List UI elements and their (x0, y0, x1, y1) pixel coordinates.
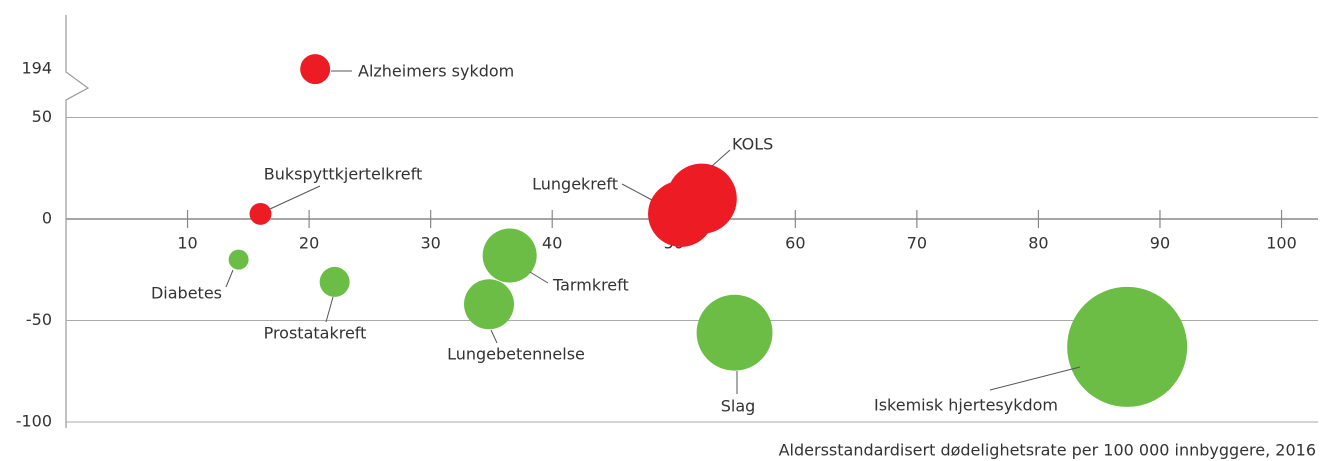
y-tick-label: 50 (32, 107, 52, 126)
bubble (300, 54, 331, 85)
bubble-label: Alzheimers sykdom (358, 62, 514, 81)
x-axis-label: Aldersstandardisert dødelighetsrate per … (779, 441, 1316, 460)
leader-line (269, 185, 321, 210)
bubble-label: Prostatakreft (264, 324, 367, 343)
leader-line (621, 183, 653, 201)
bubble (1067, 286, 1188, 407)
leader-line (529, 271, 549, 284)
x-tick-label: 60 (785, 234, 805, 253)
leader-line (989, 366, 1081, 391)
bubble-label: Iskemisk hjertesykdom (874, 396, 1058, 415)
bubble-label: Bukspyttkjertelkreft (264, 165, 423, 184)
bubble (228, 249, 249, 270)
bubble (319, 266, 350, 297)
x-tick-label: 30 (420, 234, 440, 253)
leader-line (325, 296, 334, 323)
bubble (482, 228, 537, 283)
bubble-label: Diabetes (151, 284, 222, 303)
bubble-label: Lungekreft (532, 175, 618, 194)
y-tick-label: -50 (26, 310, 52, 329)
x-tick-label: 100 (1266, 234, 1297, 253)
x-tick-label: 70 (907, 234, 927, 253)
y-tick-label: -100 (16, 412, 52, 431)
bubble (464, 279, 515, 330)
y-axis-break (65, 15, 90, 428)
leader-line (711, 149, 731, 167)
y-tick-label: 0 (42, 209, 52, 228)
x-tick-label: 90 (1150, 234, 1170, 253)
bubble-label: KOLS (732, 135, 773, 154)
bubble (648, 180, 715, 247)
x-tick-label: 80 (1028, 234, 1048, 253)
leader-line (490, 329, 498, 344)
bubble (249, 202, 272, 225)
y-tick-label: 194 (21, 59, 52, 78)
leader-line (225, 269, 234, 288)
bubble-label: Tarmkreft (552, 276, 629, 295)
bubble-label: Slag (721, 397, 756, 416)
bubble-label: Lungebetennelse (447, 345, 585, 364)
x-tick-label: 20 (299, 234, 319, 253)
bubble (696, 294, 773, 371)
x-tick-label: 40 (542, 234, 562, 253)
x-tick-label: 10 (177, 234, 197, 253)
